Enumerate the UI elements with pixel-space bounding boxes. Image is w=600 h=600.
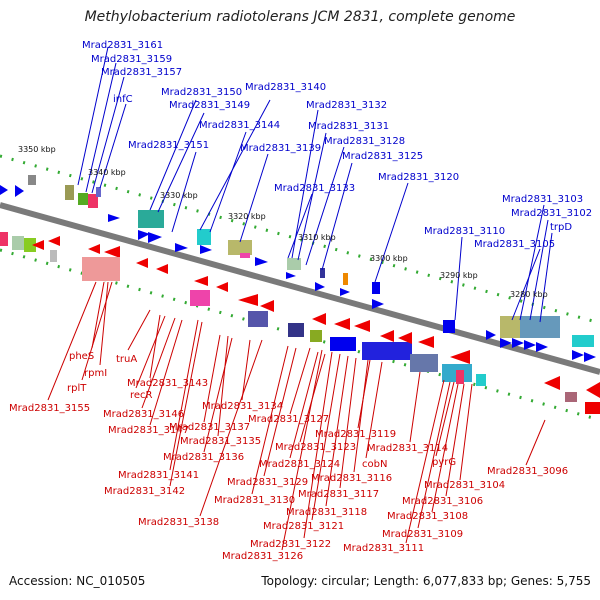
gene-label: Mrad2831_3131: [308, 121, 389, 132]
kbp-label: 3290 kbp: [440, 271, 478, 280]
gene-label: Mrad2831_3116: [311, 473, 392, 484]
kbp-label: 3350 kbp: [18, 145, 56, 154]
kbp-label: 3280 kbp: [510, 290, 548, 299]
gene-label: Mrad2831_3126: [222, 551, 303, 562]
gene-label: pheS: [69, 351, 94, 362]
reverse-leader-lines: [47, 281, 546, 551]
kbp-label: 3300 kbp: [370, 254, 408, 263]
gene-label: Mrad2831_3144: [199, 120, 280, 131]
gene-label: Mrad2831_3159: [91, 54, 172, 65]
gene-label: Mrad2831_3137: [169, 422, 250, 433]
reverse-strand-genes: [0, 232, 600, 414]
gene-label: Mrad2831_3157: [101, 67, 182, 78]
gene-label: Mrad2831_3119: [315, 429, 396, 440]
reverse-gene-labels: pheS rpmI rplT Mrad2831_3155 truA Mrad28…: [9, 351, 568, 562]
gene-label: Mrad2831_3096: [487, 466, 568, 477]
gene-label: Mrad2831_3117: [298, 489, 379, 500]
gene-label: Mrad2831_3121: [263, 521, 344, 532]
kbp-label: 3320 kbp: [228, 212, 266, 221]
gene-label: Mrad2831_3134: [202, 401, 283, 412]
gene-label: Mrad2831_3135: [180, 436, 261, 447]
map-title: Methylobacterium radiotolerans JCM 2831,…: [84, 9, 516, 25]
gene-label: Mrad2831_3110: [424, 226, 505, 237]
gene-label: Mrad2831_3142: [104, 486, 185, 497]
gene-label: Mrad2831_3106: [402, 496, 483, 507]
gene-label: Mrad2831_3138: [138, 517, 219, 528]
gene-label: Mrad2831_3141: [118, 470, 199, 481]
gene-label: Mrad2831_3143: [127, 378, 208, 389]
forward-gene-labels: Mrad2831_3161 Mrad2831_3159 Mrad2831_315…: [82, 40, 592, 250]
genome-backbone: [0, 202, 600, 375]
gene-label: Mrad2831_3140: [245, 82, 326, 93]
gene-label: pyrG: [432, 457, 456, 468]
gene-label: Mrad2831_3104: [424, 480, 505, 491]
gene-label: Mrad2831_3123: [275, 442, 356, 453]
gene-label: rpmI: [84, 368, 107, 379]
gene-label: infC: [113, 94, 133, 105]
gene-label: Mrad2831_3149: [169, 100, 250, 111]
forward-strand-genes: [0, 175, 596, 362]
gene-label: truA: [116, 354, 137, 365]
gene-label: Mrad2831_3146: [103, 409, 184, 420]
gene-label: Mrad2831_3132: [306, 100, 387, 111]
gene-label: Mrad2831_3124: [259, 459, 340, 470]
forward-leader-lines: [77, 46, 553, 323]
gene-label: trpD: [550, 222, 572, 233]
kbp-label: 3310 kbp: [298, 233, 336, 242]
gene-label: cobN: [362, 459, 387, 470]
gene-label: Mrad2831_3139: [240, 143, 321, 154]
gene-label: Mrad2831_3102: [511, 208, 592, 219]
gene-label: Mrad2831_3161: [82, 40, 163, 51]
gene-label: Mrad2831_3125: [342, 151, 423, 162]
kbp-label: 3330 kbp: [160, 191, 198, 200]
kbp-label: 3340 kbp: [88, 168, 126, 177]
gene-label: Mrad2831_3150: [161, 87, 242, 98]
accession-text: Accession: NC_010505: [9, 574, 146, 588]
gene-label: Mrad2831_3109: [382, 529, 463, 540]
gene-label: Mrad2831_3128: [324, 136, 405, 147]
gene-label: rplT: [67, 383, 87, 394]
gene-label: recR: [130, 390, 153, 401]
genome-summary-text: Topology: circular; Length: 6,077,833 bp…: [261, 574, 591, 588]
gene-label: Mrad2831_3129: [227, 477, 308, 488]
gene-label: Mrad2831_3120: [378, 172, 459, 183]
gene-label: Mrad2831_3103: [502, 194, 583, 205]
gene-label: Mrad2831_3136: [163, 452, 244, 463]
gene-label: Mrad2831_3118: [286, 507, 367, 518]
kbp-scale-labels: 3350 kbp 3340 kbp 3330 kbp 3320 kbp 3310…: [18, 145, 548, 299]
gene-label: Mrad2831_3130: [214, 495, 295, 506]
gene-label: Mrad2831_3147: [108, 425, 189, 436]
gene-label: Mrad2831_3151: [128, 140, 209, 151]
gene-label: Mrad2831_3108: [387, 511, 468, 522]
gene-label: Mrad2831_3127: [248, 414, 329, 425]
gene-label: Mrad2831_3155: [9, 403, 90, 414]
gene-label: Mrad2831_3105: [474, 239, 555, 250]
gene-label: Mrad2831_3114: [367, 443, 448, 454]
gene-label: Mrad2831_3111: [343, 543, 424, 554]
gene-label: Mrad2831_3133: [274, 183, 355, 194]
gene-label: Mrad2831_3122: [250, 539, 331, 550]
